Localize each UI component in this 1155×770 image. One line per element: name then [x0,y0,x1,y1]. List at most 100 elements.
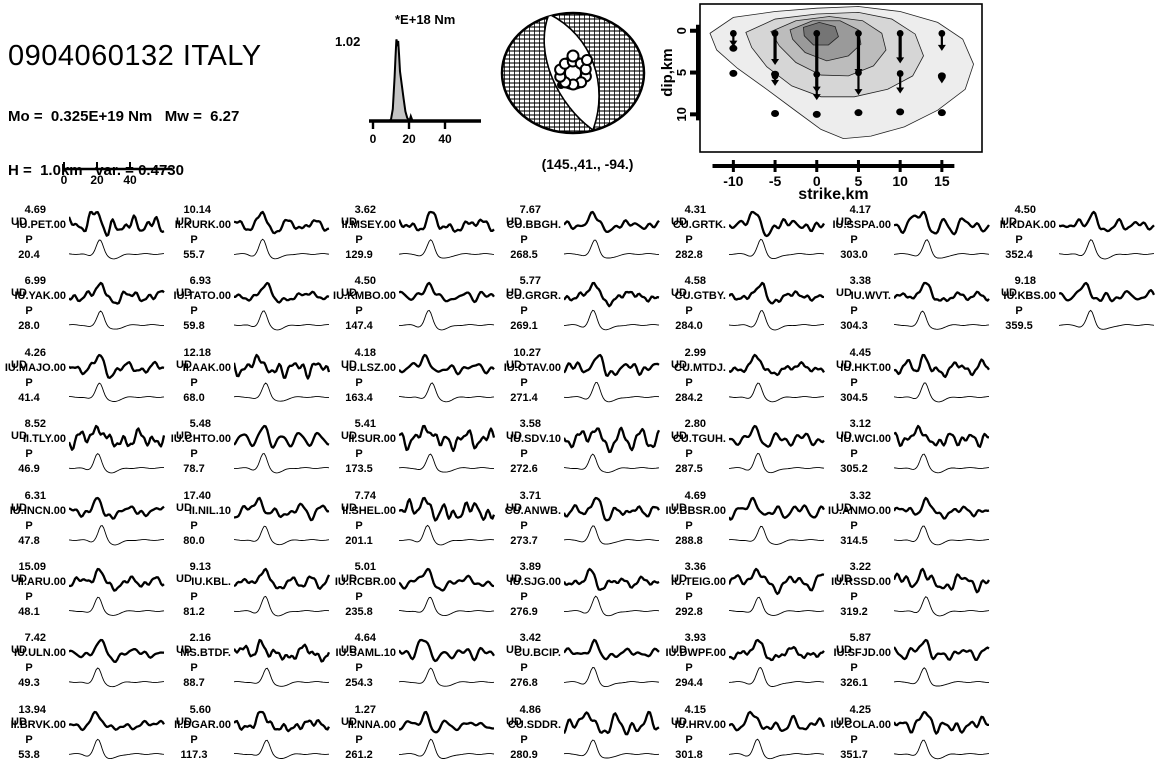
station-azimuth: 351.7 [840,748,868,761]
station-cell: 4.26UD IU.MAJO.00 P 41.4 [0,342,165,413]
waveform-time-scale-axis: 0 20 40 [61,162,172,187]
phase-label: P [520,590,528,603]
observed-trace [894,353,990,378]
phase-label: P [25,234,33,246]
phase-label: P [520,662,528,675]
station-labels: 3.93UD IU.DWPF.00 P 294.4 [660,627,729,698]
observed-trace [894,210,990,236]
focal-mechanism-beachball [500,11,646,135]
station-labels: 4.45UD IU.HKT.00 P 304.5 [825,342,894,413]
synthetic-trace [564,595,660,617]
station-labels: 4.26UD IU.MAJO.00 P 41.4 [0,342,69,413]
phase-label: P [685,519,693,532]
station-code: IU.DWPF.00 [665,647,726,660]
station-amplitude: 4.69 [684,489,706,502]
observed-trace [894,282,990,303]
dip-tick-label: 5 [674,69,689,76]
component-label: UD [836,715,852,728]
component-label: UD [341,430,357,443]
phase-label: P [25,590,33,603]
empty-cell [990,413,1155,484]
synthetic-trace [399,453,494,473]
synthetic-trace [894,739,990,759]
observed-trace [399,282,495,304]
station-azimuth: 41.4 [18,391,40,404]
synthetic-trace [234,310,329,331]
station-cell: 3.89UD IU.SJG.00 P 276.9 [495,556,660,627]
synthetic-trace [69,738,165,759]
observed-trace [564,353,660,377]
station-azimuth: 117.3 [180,748,208,761]
station-cell: 3.22UD IU.RSSD.00 P 319.2 [825,556,990,627]
station-azimuth: 254.3 [345,677,373,690]
component-label: UD [176,572,192,585]
synthetic-trace [399,382,495,403]
station-cell: 5.41UD II.SUR.00 P 173.5 [330,413,495,484]
observed-trace [399,496,495,522]
observed-trace [399,353,495,376]
station-azimuth: 305.2 [840,463,868,476]
station-amplitude: 4.50 [1014,204,1036,216]
strike-tick-label: -10 [723,173,743,189]
station-code: CU.ANWB. [504,504,561,517]
synthetic-trace [399,596,495,617]
component-label: UD [671,572,687,585]
stf-tick-label: 0 [370,132,377,146]
phase-label: P [520,448,528,461]
strike-tick-label: 10 [892,173,908,189]
component-label: UD [836,287,852,300]
station-azimuth: 273.7 [510,534,538,547]
phase-label: P [25,448,33,461]
station-code: II.MSEY.00 [341,219,396,231]
synthetic-trace [234,453,330,474]
component-label: UD [836,216,852,228]
synthetic-trace [729,382,825,403]
waveform-traces [729,567,825,616]
station-code: IU.SJG.00 [509,575,561,588]
station-azimuth: 287.5 [675,463,703,476]
strike-tick-label: 15 [934,173,950,189]
station-code: IU.KBL. [191,575,231,588]
observed-trace [399,210,495,233]
station-cell: 13.94UD II.BRVK.00 P 53.8 [0,699,165,770]
station-labels: 1.27UD II.NNA.00 P 261.2 [330,699,399,770]
synthetic-trace [399,667,495,687]
synthetic-trace [69,524,164,545]
synthetic-trace [894,525,989,545]
station-amplitude: 13.94 [18,703,46,716]
waveform-traces [69,710,165,759]
waveform-traces [729,639,825,688]
observed-trace [234,210,330,235]
component-label: UD [341,715,357,728]
station-labels: 3.42UD CU.BCIP. P 276.8 [495,627,564,698]
synthetic-trace [234,238,330,260]
observed-trace [894,710,989,735]
phase-label: P [190,448,198,461]
station-code: CU.GTBY. [674,290,726,303]
station-amplitude: 8.52 [24,418,46,431]
synthetic-trace [564,381,660,403]
station-cell: 3.62UD II.MSEY.00 P 129.9 [330,199,495,270]
station-cell: 12.18UD II.AAK.00 P 68.0 [165,342,330,413]
station-amplitude: 2.80 [684,418,706,431]
phase-label: P [685,305,693,318]
station-azimuth: 129.9 [345,249,373,261]
observed-trace [69,710,165,731]
station-azimuth: 326.1 [840,677,868,690]
station-cell: 5.77UD CU.GRGR. P 269.1 [495,270,660,341]
waveform-grid: 4.69UD IU.PET.00 P 20.4 10.14UD II.KURK.00 P 55… [0,199,1155,770]
observed-trace [69,353,165,379]
synthetic-trace [399,524,495,545]
component-label: UD [671,287,687,300]
synthetic-trace [234,739,330,759]
station-amplitude: 3.58 [519,418,541,431]
station-azimuth: 59.8 [183,320,205,333]
station-amplitude: 1.27 [354,703,376,716]
station-azimuth: 80.0 [183,534,205,547]
synthetic-trace [564,739,660,759]
synthetic-trace [234,382,329,402]
station-amplitude: 12.18 [183,346,211,359]
station-code: II.SHEL.00 [342,504,396,517]
waveform-traces [564,639,660,688]
station-azimuth: 261.2 [345,748,373,761]
